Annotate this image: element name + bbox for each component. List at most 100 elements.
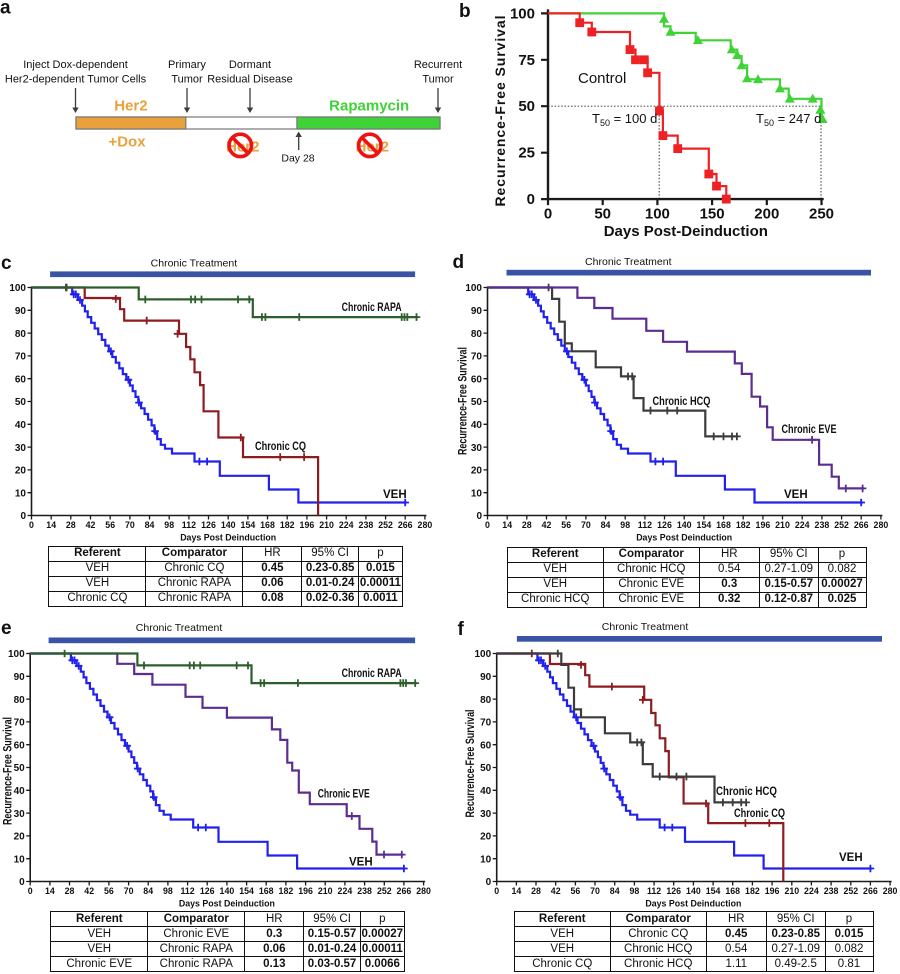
svg-text:154: 154 <box>706 886 721 896</box>
svg-text:126: 126 <box>666 886 681 896</box>
svg-text:196: 196 <box>298 886 313 896</box>
svg-text:50: 50 <box>594 206 611 223</box>
svg-text:100: 100 <box>475 649 492 660</box>
svg-text:100: 100 <box>465 283 482 294</box>
svg-text:60: 60 <box>15 374 27 385</box>
svg-text:266: 266 <box>863 886 878 896</box>
svg-text:56: 56 <box>104 886 114 896</box>
svg-text:56: 56 <box>561 520 571 530</box>
svg-text:210: 210 <box>775 520 790 530</box>
svg-text:Residual Disease: Residual Disease <box>207 74 293 86</box>
svg-text:70: 70 <box>14 718 26 729</box>
svg-text:Control: Control <box>578 70 626 87</box>
svg-text:280: 280 <box>883 886 898 896</box>
svg-text:182: 182 <box>745 886 760 896</box>
svg-text:280: 280 <box>874 520 889 530</box>
svg-text:224: 224 <box>804 886 819 896</box>
svg-text:80: 80 <box>471 329 483 340</box>
svg-text:42: 42 <box>84 886 94 896</box>
svg-text:100: 100 <box>8 649 25 660</box>
svg-text:50: 50 <box>471 397 483 408</box>
svg-text:28: 28 <box>65 886 75 896</box>
svg-text:126: 126 <box>657 520 672 530</box>
svg-text:0: 0 <box>527 191 535 208</box>
svg-text:Chronic EVE: Chronic EVE <box>318 789 370 801</box>
svg-text:266: 266 <box>854 520 869 530</box>
svg-text:70: 70 <box>581 520 591 530</box>
svg-text:100: 100 <box>510 5 535 22</box>
svg-text:168: 168 <box>259 886 274 896</box>
svg-text:70: 70 <box>125 520 135 530</box>
svg-text:10: 10 <box>15 488 27 499</box>
svg-text:VEH: VEH <box>784 489 808 501</box>
svg-text:84: 84 <box>143 886 153 896</box>
svg-text:238: 238 <box>815 520 830 530</box>
svg-text:126: 126 <box>201 520 216 530</box>
svg-text:140: 140 <box>686 886 701 896</box>
svg-text:0: 0 <box>476 511 482 522</box>
svg-text:280: 280 <box>416 886 431 896</box>
svg-text:182: 182 <box>736 520 751 530</box>
svg-text:100: 100 <box>9 283 26 294</box>
svg-text:154: 154 <box>697 520 712 530</box>
svg-text:Her2: Her2 <box>114 98 147 115</box>
svg-text:112: 112 <box>647 886 661 896</box>
svg-text:28: 28 <box>66 520 76 530</box>
svg-text:60: 60 <box>471 374 483 385</box>
svg-text:Recurrence-Free Survival: Recurrence-Free Survival <box>463 710 477 818</box>
svg-text:56: 56 <box>571 886 581 896</box>
svg-text:Chronic RAPA: Chronic RAPA <box>342 668 402 680</box>
svg-text:20: 20 <box>14 832 26 843</box>
svg-text:70: 70 <box>471 352 483 363</box>
svg-text:Chronic CQ: Chronic CQ <box>734 808 785 820</box>
svg-text:70: 70 <box>590 886 600 896</box>
svg-text:28: 28 <box>522 520 532 530</box>
svg-text:0: 0 <box>544 206 552 223</box>
svg-text:238: 238 <box>357 886 372 896</box>
svg-text:Chronic CQ: Chronic CQ <box>255 441 306 453</box>
svg-text:200: 200 <box>754 206 779 223</box>
svg-text:Dormant: Dormant <box>229 59 271 71</box>
svg-text:210: 210 <box>319 520 334 530</box>
svg-text:168: 168 <box>716 520 731 530</box>
svg-text:140: 140 <box>221 520 236 530</box>
svg-text:252: 252 <box>843 886 858 896</box>
svg-text:Chronic HCQ: Chronic HCQ <box>716 786 777 798</box>
svg-text:40: 40 <box>14 786 26 797</box>
svg-text:238: 238 <box>824 886 839 896</box>
svg-text:40: 40 <box>480 786 492 797</box>
svg-text:Chronic Treatment: Chronic Treatment <box>602 622 689 633</box>
svg-text:60: 60 <box>480 740 492 751</box>
svg-text:10: 10 <box>480 854 492 865</box>
svg-text:Tumor: Tumor <box>171 74 203 86</box>
svg-text:10: 10 <box>14 854 26 865</box>
svg-text:112: 112 <box>180 886 194 896</box>
svg-text:154: 154 <box>241 520 256 530</box>
svg-text:150: 150 <box>700 206 725 223</box>
svg-text:40: 40 <box>471 420 483 431</box>
svg-text:266: 266 <box>397 886 412 896</box>
svg-text:224: 224 <box>795 520 810 530</box>
svg-text:e: e <box>1 618 12 639</box>
svg-text:b: b <box>459 1 471 22</box>
svg-text:Chronic HCQ: Chronic HCQ <box>653 396 711 408</box>
svg-text:30: 30 <box>14 809 26 820</box>
svg-text:196: 196 <box>300 520 315 530</box>
svg-text:100: 100 <box>645 206 670 223</box>
svg-text:98: 98 <box>163 886 173 896</box>
svg-text:f: f <box>458 619 465 640</box>
svg-text:14: 14 <box>502 520 512 530</box>
svg-text:Recurrence-Free Survival: Recurrence-Free Survival <box>1 717 15 825</box>
svg-text:30: 30 <box>480 809 492 820</box>
svg-text:14: 14 <box>46 520 56 530</box>
svg-text:84: 84 <box>610 886 620 896</box>
svg-text:Her2-dependent Tumor Cells: Her2-dependent Tumor Cells <box>5 74 147 86</box>
svg-text:154: 154 <box>239 886 254 896</box>
svg-text:0: 0 <box>494 886 499 896</box>
svg-text:14: 14 <box>45 886 55 896</box>
svg-text:224: 224 <box>338 886 353 896</box>
svg-text:VEH: VEH <box>839 852 863 864</box>
svg-text:50: 50 <box>14 763 26 774</box>
svg-text:112: 112 <box>638 520 652 530</box>
svg-text:0: 0 <box>485 520 490 530</box>
